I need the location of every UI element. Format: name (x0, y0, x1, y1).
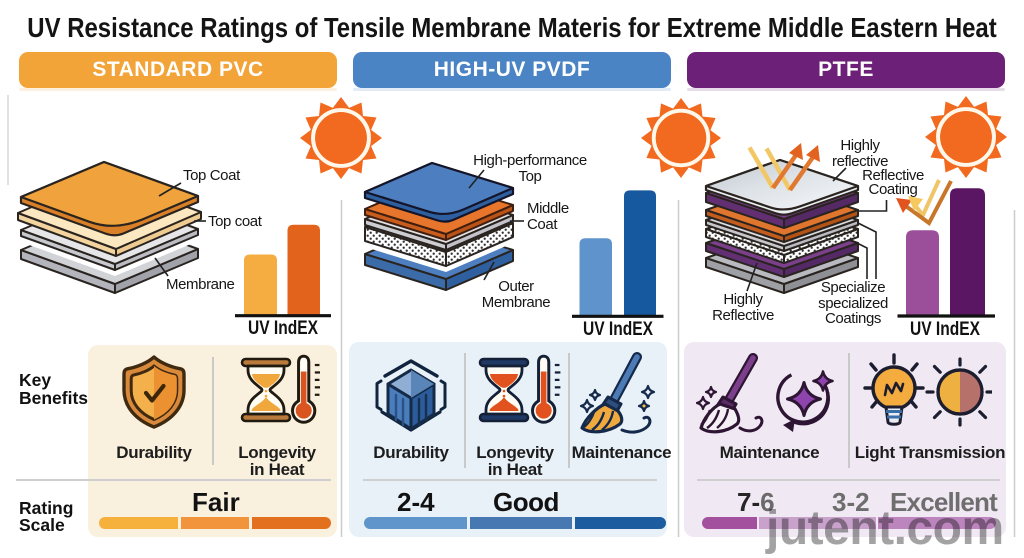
svg-text:UV IndEX: UV IndEX (910, 318, 980, 340)
svg-text:Coatings: Coatings (825, 310, 881, 327)
svg-text:Top: Top (519, 168, 542, 185)
svg-text:Coating: Coating (869, 181, 918, 198)
svg-text:UV IndEX: UV IndEX (248, 317, 318, 339)
svg-text:Membrane: Membrane (166, 276, 235, 293)
svg-text:Outer: Outer (498, 278, 534, 295)
svg-text:Middle: Middle (527, 200, 569, 217)
svg-text:Membrane: Membrane (482, 294, 551, 311)
svg-text:High-performance: High-performance (473, 152, 587, 169)
svg-text:Reflective: Reflective (862, 167, 924, 184)
svg-text:Highly: Highly (723, 291, 763, 308)
svg-text:specialized: specialized (818, 295, 888, 312)
svg-text:Top coat: Top coat (208, 213, 263, 230)
svg-text:UV IndEX: UV IndEX (583, 318, 653, 340)
svg-text:Top Coat: Top Coat (183, 167, 241, 184)
svg-text:Coat: Coat (527, 216, 558, 233)
svg-text:Highly: Highly (840, 137, 880, 154)
svg-text:Reflective: Reflective (712, 307, 774, 324)
svg-text:Specialize: Specialize (821, 279, 885, 296)
svg-text:reflective: reflective (832, 153, 888, 170)
